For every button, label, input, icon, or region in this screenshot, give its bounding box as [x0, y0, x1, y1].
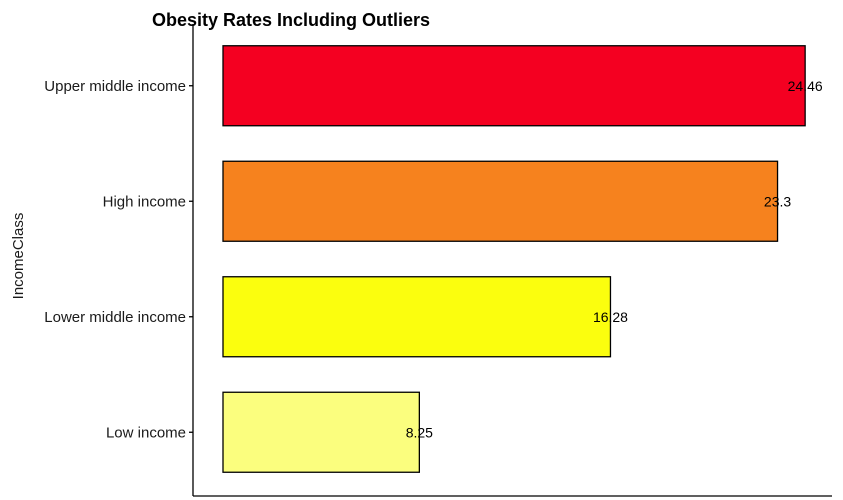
data-label-high-income: 23.3	[764, 193, 791, 209]
bar-high-income	[222, 160, 779, 242]
y-tick-label-low-income: Low income	[106, 424, 186, 441]
y-axis-ticks: Upper middle income High income Lower midd…	[44, 78, 193, 441]
y-tick-label-high-income: High income	[103, 193, 186, 210]
y-axis-title: IncomeClass	[10, 213, 27, 300]
data-label-lower-middle-income: 16.28	[593, 309, 628, 325]
data-label-low-income: 8.25	[406, 424, 433, 440]
chart-title: Obesity Rates Including Outliers	[152, 10, 430, 30]
bar-lower-middle-income	[222, 276, 612, 358]
bars-layer	[222, 45, 806, 473]
data-label-upper-middle-income: 24.46	[788, 78, 823, 94]
y-tick-label-upper-middle-income: Upper middle income	[44, 78, 186, 95]
bar-upper-middle-income	[222, 45, 806, 127]
bar-low-income	[222, 391, 421, 473]
data-labels-layer: 24.46 23.3 16.28 8.25	[406, 78, 823, 441]
y-tick-label-lower-middle-income: Lower middle income	[44, 309, 186, 326]
